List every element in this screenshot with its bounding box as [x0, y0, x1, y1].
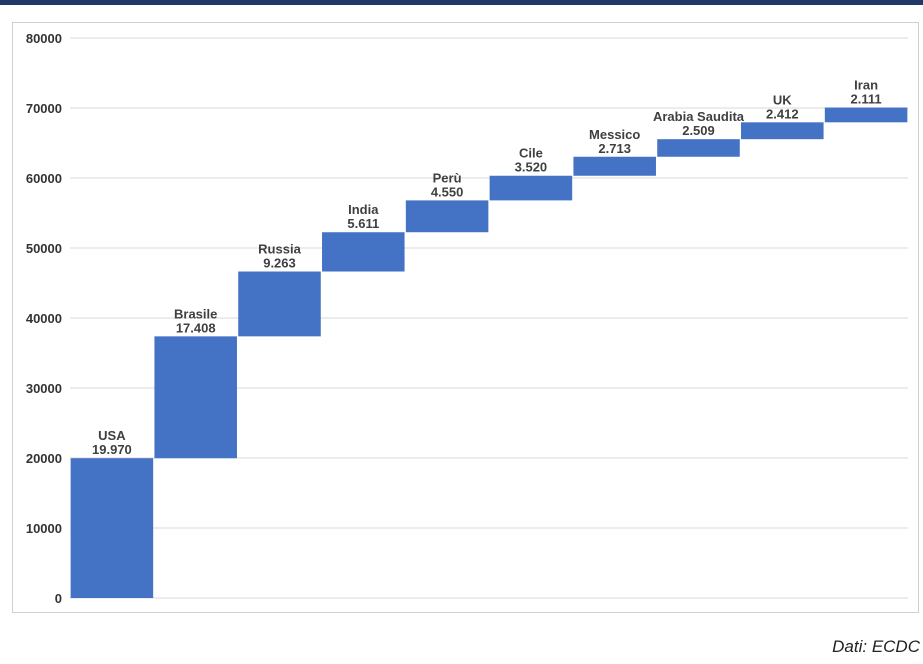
y-axis: 0 10000 20000 30000 40000 50000 60000 70000 8000…	[26, 31, 62, 606]
category-label: UK	[773, 92, 792, 107]
category-label: USA	[98, 428, 126, 443]
value-label: 4.550	[431, 184, 464, 199]
value-label: 3.520	[515, 160, 548, 175]
value-label: 9.263	[263, 256, 296, 271]
waterfall-chart: 0 10000 20000 30000 40000 50000 60000 70000 8000…	[26, 31, 908, 606]
grid-lines	[70, 37, 908, 599]
y-tick-label: 0	[55, 591, 62, 606]
category-label: India	[348, 202, 379, 217]
category-label: Russia	[258, 242, 301, 257]
bars	[70, 107, 908, 598]
bar-brasile	[154, 336, 237, 459]
y-tick-label: 50000	[26, 241, 62, 256]
header-bar	[0, 0, 923, 5]
bar-messico	[573, 156, 656, 176]
bar-usa	[70, 458, 154, 598]
bar-cile	[489, 175, 573, 201]
bar-india	[322, 232, 405, 272]
value-label: 19.970	[92, 442, 132, 457]
value-label: 2.412	[766, 106, 799, 121]
y-tick-label: 30000	[26, 381, 62, 396]
source-note: Dati: ECDC	[832, 637, 920, 656]
y-tick-label: 70000	[26, 101, 62, 116]
bar-russia	[238, 271, 321, 337]
y-tick-label: 80000	[26, 31, 62, 46]
category-label: Arabia Saudita	[653, 109, 745, 124]
category-label: Brasile	[174, 306, 217, 321]
value-label: 2.509	[682, 123, 715, 138]
value-label: 2.111	[851, 92, 882, 107]
value-label: 5.611	[347, 216, 379, 231]
bar-iran	[824, 107, 908, 123]
value-label: 2.713	[598, 141, 631, 156]
bar-arabia-saudita	[657, 139, 740, 157]
category-label: Iran	[854, 78, 878, 93]
bar-per-	[405, 200, 489, 233]
category-label: Perù	[433, 170, 462, 185]
y-tick-label: 60000	[26, 171, 62, 186]
category-label: Messico	[589, 127, 640, 142]
value-label: 17.408	[176, 320, 216, 335]
y-tick-label: 40000	[26, 311, 62, 326]
bar-uk	[741, 122, 824, 140]
y-tick-label: 20000	[26, 451, 62, 466]
y-tick-label: 10000	[26, 521, 62, 536]
category-label: Cile	[519, 146, 543, 161]
